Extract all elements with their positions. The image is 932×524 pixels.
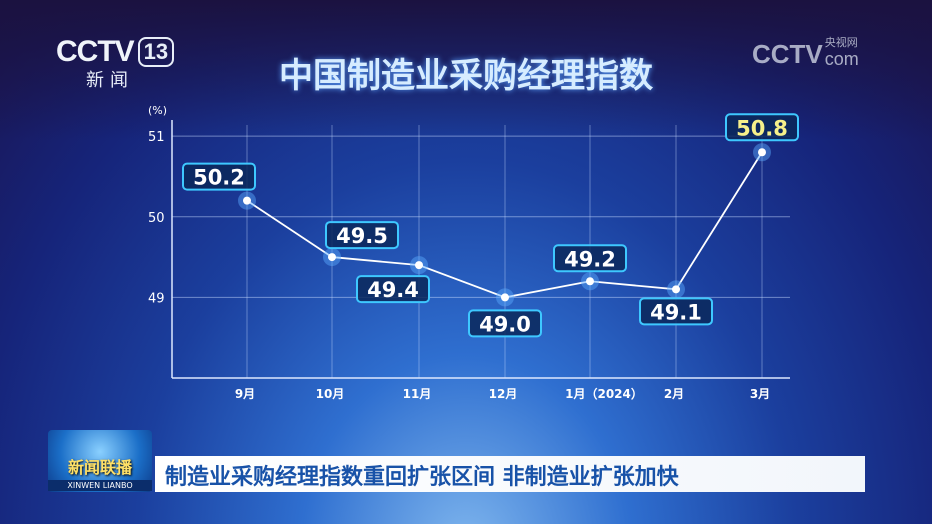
data-label-box xyxy=(725,113,799,142)
xinwen-lianbo-logo: 新闻联播 XINWEN LIANBO xyxy=(48,430,152,492)
data-label: 49.0 xyxy=(479,312,531,336)
data-point xyxy=(415,261,423,270)
x-tick-label: 9月 xyxy=(235,387,255,401)
data-label: 49.2 xyxy=(564,247,616,271)
x-tick-label: 3月 xyxy=(750,387,770,401)
x-tick-label: 11月 xyxy=(403,387,432,401)
data-label-box xyxy=(182,162,256,191)
data-label-box xyxy=(356,275,430,304)
news-headline: 制造业采购经理指数重回扩张区间 非制造业扩张加快 xyxy=(155,456,865,492)
data-label-box xyxy=(325,221,399,250)
data-label-box xyxy=(639,297,713,326)
data-point xyxy=(501,293,509,302)
data-label: 49.5 xyxy=(336,224,388,248)
x-tick-label: 12月 xyxy=(489,387,518,401)
data-point xyxy=(243,196,251,205)
data-point xyxy=(328,253,336,262)
x-tick-label: 2月 xyxy=(664,387,684,401)
y-tick-label: 50 xyxy=(148,211,165,226)
data-point xyxy=(672,285,680,294)
data-label: 50.8 xyxy=(736,116,788,140)
y-tick-label: 49 xyxy=(148,291,165,306)
data-label: 49.1 xyxy=(650,300,702,324)
x-tick-label: 10月 xyxy=(316,387,345,401)
data-label-box xyxy=(553,244,627,273)
data-point xyxy=(758,148,766,157)
cctv-com-watermark: CCTV 央视网 com xyxy=(752,36,859,69)
y-tick-label: 51 xyxy=(148,130,165,145)
chart-title: 中国制造业采购经理指数 xyxy=(279,56,653,96)
watermark-suffix: 央视网 com xyxy=(824,36,859,69)
logo-row: CCTV 13 xyxy=(56,34,175,70)
x-tick-label: 1月（2024） xyxy=(565,386,643,401)
data-label-box xyxy=(468,309,542,338)
y-axis-unit: (%) xyxy=(148,104,167,117)
data-label: 50.2 xyxy=(193,166,245,190)
data-label: 49.4 xyxy=(367,278,419,302)
cctv13-logo: CCTV 13 新闻 xyxy=(56,34,175,92)
data-point xyxy=(586,277,594,286)
